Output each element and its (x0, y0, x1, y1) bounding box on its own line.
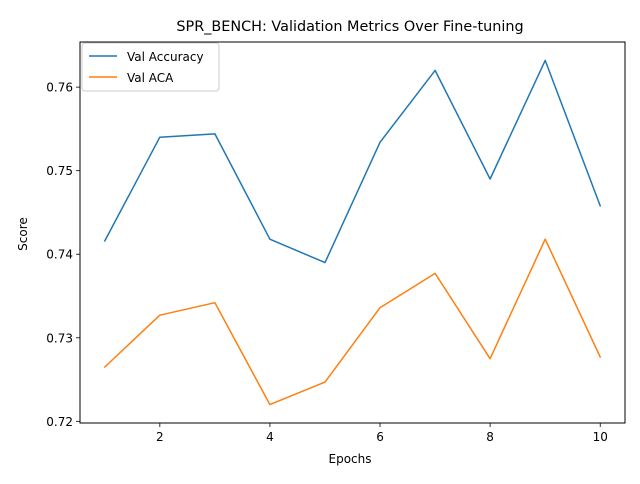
y-axis: 0.72 0.73 0.74 0.75 0.76 (46, 81, 80, 429)
legend-label-val-aca: Val ACA (127, 71, 174, 85)
y-tick-label: 0.73 (46, 331, 73, 345)
series-line-val-aca (103, 238, 602, 406)
series-line-val-accuracy (103, 59, 602, 264)
chart-title: SPR_BENCH: Validation Metrics Over Fine-… (176, 19, 523, 35)
plot-frame (79, 41, 626, 424)
x-tick-label: 6 (376, 430, 384, 444)
y-tick-label: 0.72 (46, 415, 73, 429)
x-axis-label: Epochs (329, 452, 372, 466)
y-axis-label: Score (16, 217, 30, 251)
x-tick-label: 8 (486, 430, 494, 444)
x-tick-label: 10 (593, 430, 608, 444)
legend: Val Accuracy Val ACA (81, 42, 220, 92)
x-axis: 2 4 6 8 10 (156, 423, 608, 444)
x-tick-label: 2 (156, 430, 164, 444)
series-layer (103, 59, 602, 406)
legend-frame (81, 42, 220, 92)
legend-label-val-accuracy: Val Accuracy (127, 50, 204, 64)
x-tick-label: 4 (266, 430, 274, 444)
y-tick-label: 0.75 (46, 164, 73, 178)
y-tick-label: 0.76 (46, 81, 73, 95)
y-tick-label: 0.74 (46, 248, 73, 262)
